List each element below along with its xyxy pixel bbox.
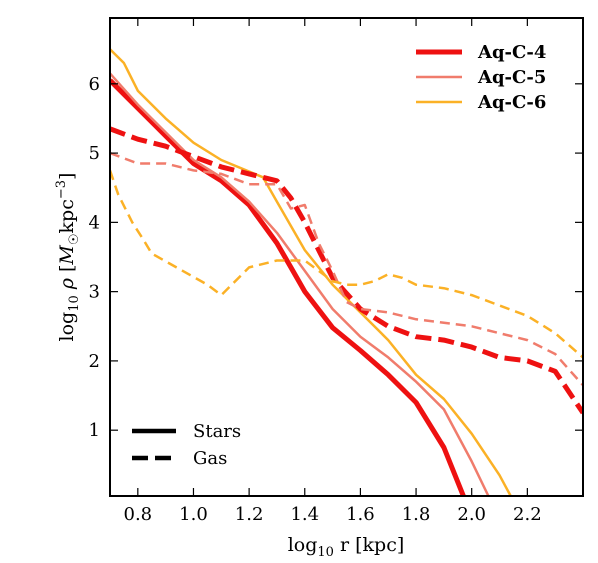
y-tick-label: 6 — [89, 74, 100, 95]
y-tick-label: 1 — [89, 420, 100, 441]
legend-label-gas: Gas — [193, 448, 227, 469]
series-line-aq-c-4-gas — [110, 126, 583, 415]
series-line-aq-c-4-stars — [110, 78, 466, 496]
x-tick-label: 1.8 — [402, 504, 431, 525]
series-line-aq-c-5-stars — [110, 72, 490, 496]
x-tick-label: 0.8 — [124, 504, 153, 525]
x-tick-label: 1.4 — [290, 504, 319, 525]
x-tick-label: 2.2 — [513, 504, 542, 525]
legend-label-aq-c-4: Aq-C-4 — [477, 42, 546, 63]
x-tick-label: 2.0 — [457, 504, 486, 525]
series-line-aq-c-6-gas — [110, 169, 583, 359]
x-tick-label: 1.6 — [346, 504, 375, 525]
legend-label-aq-c-6: Aq-C-6 — [477, 92, 546, 113]
legend-series: Aq-C-4 Aq-C-5 Aq-C-6 — [416, 42, 546, 113]
series-line-aq-c-6-stars — [110, 48, 512, 496]
legend-label-aq-c-5: Aq-C-5 — [477, 67, 546, 88]
x-axis-label: log10 r [kpc] — [288, 534, 405, 560]
y-tick-label: 2 — [89, 351, 100, 372]
x-tick-label: 1.0 — [179, 504, 208, 525]
plot-frame — [109, 17, 584, 497]
legend-component: Stars Gas — [132, 421, 241, 469]
series-line-aq-c-5-gas — [110, 151, 583, 387]
x-tick-label: 1.2 — [235, 504, 264, 525]
y-tick-label: 5 — [89, 143, 100, 164]
ticks-layer: 0.8 1.0 1.2 1.4 1.6 1.8 2.0 2.2 1 2 3 4 5 6 — [89, 18, 583, 525]
series-layer — [110, 48, 583, 496]
y-tick-label: 4 — [89, 212, 100, 233]
y-tick-label: 3 — [89, 282, 100, 303]
legend-label-stars: Stars — [193, 421, 241, 442]
y-axis-label: log10 ρ [M☉kpc−3] — [54, 173, 82, 342]
